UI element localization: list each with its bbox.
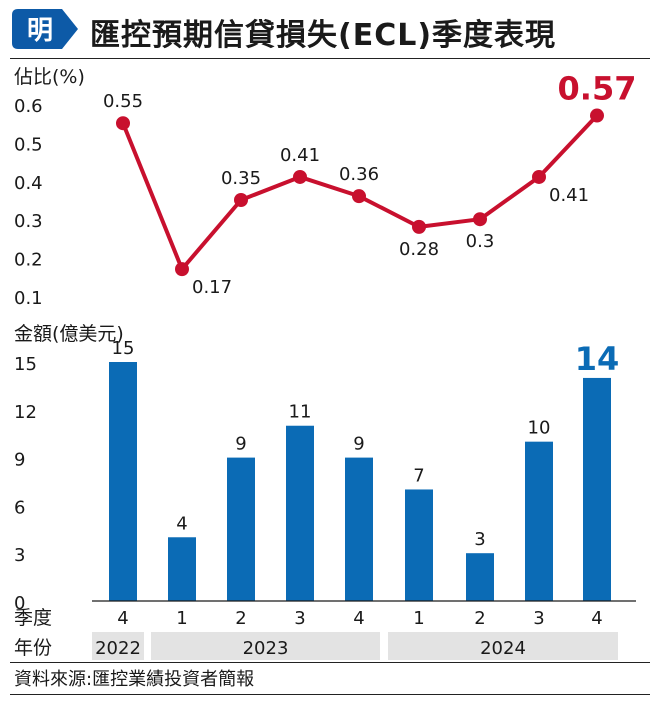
line-y-tick-label: 0.2 <box>14 250 43 271</box>
bar-y-tick-label: 0 <box>14 593 25 614</box>
ecl-amount-bar <box>168 537 196 601</box>
quarter-row-label: 季度 <box>14 607 52 629</box>
bar-y-tick-label: 15 <box>14 354 37 375</box>
ecl-ratio-label: 0.41 <box>549 185 589 206</box>
bar-y-tick-label: 6 <box>14 497 25 518</box>
logo-text: 明 <box>27 16 53 46</box>
ecl-amount-label: 7 <box>413 465 424 486</box>
ecl-amount-bar <box>466 553 494 601</box>
ecl-ratio-label: 0.3 <box>466 231 495 252</box>
bottom-rule <box>10 694 650 695</box>
year-label: 2022 <box>95 638 141 659</box>
ecl-amount-label-highlight: 14 <box>575 340 620 378</box>
page-title: 匯控預期信貸損失(ECL)季度表現 <box>90 18 557 53</box>
line-y-tick-label: 0.3 <box>14 211 43 232</box>
ecl-amount-label: 3 <box>474 529 485 550</box>
year-band <box>388 632 618 660</box>
header: 明 匯控預期信貸損失(ECL)季度表現 <box>0 0 660 60</box>
ecl-ratio-point <box>175 262 189 277</box>
line-y-tick-label: 0.6 <box>14 96 43 117</box>
quarter-label: 4 <box>117 608 128 629</box>
ecl-ratio-point <box>234 193 248 207</box>
quarter-label: 3 <box>294 608 305 629</box>
ecl-amount-bar <box>405 489 433 601</box>
ecl-amount-label: 4 <box>176 513 187 534</box>
bar-y-axis-title: 金額(億美元) <box>14 323 124 345</box>
year-row-label: 年份 <box>14 637 52 659</box>
ecl-amount-label: 15 <box>112 338 135 359</box>
line-y-axis-title: 佔比(%) <box>14 66 85 88</box>
ecl-ratio-label-highlight: 0.57 <box>558 70 637 108</box>
ecl-ratio-point <box>293 169 307 184</box>
ecl-amount-label: 11 <box>289 402 312 423</box>
quarter-label: 4 <box>353 608 364 629</box>
year-band <box>151 632 380 660</box>
year-label: 2023 <box>243 638 289 659</box>
ecl-amount-bar <box>227 457 255 601</box>
ecl-ratio-point <box>532 169 546 184</box>
ecl-ratio-point <box>116 116 130 131</box>
ecl-amount-label: 9 <box>353 434 364 455</box>
quarter-label: 2 <box>474 608 485 629</box>
line-y-tick-label: 0.1 <box>14 288 43 309</box>
bar-y-tick-label: 12 <box>14 402 37 423</box>
ecl-amount-bar <box>525 441 553 601</box>
quarter-label: 3 <box>533 608 544 629</box>
footer-rule <box>10 662 650 663</box>
source-note: 資料來源:匯控業績投資者簡報 <box>14 669 255 690</box>
bar-y-tick-label: 9 <box>14 450 25 471</box>
ecl-ratio-label: 0.17 <box>192 277 232 298</box>
ecl-ratio-label: 0.41 <box>280 145 320 166</box>
ecl-amount-bar <box>583 377 611 601</box>
line-y-tick-label: 0.4 <box>14 173 43 194</box>
year-band <box>92 632 144 660</box>
year-label: 2024 <box>480 638 526 659</box>
ecl-amount-bar <box>109 362 137 601</box>
ecl-ratio-point <box>590 108 604 123</box>
ecl-ratio-point <box>352 189 366 204</box>
ecl-amount-bar <box>286 425 314 601</box>
quarter-label: 1 <box>413 608 424 629</box>
ecl-ratio-label: 0.28 <box>399 239 439 260</box>
header-rule <box>10 58 650 59</box>
ecl-ratio-label: 0.36 <box>339 164 379 185</box>
bar-y-tick-label: 3 <box>14 545 25 566</box>
ecl-amount-bar <box>345 457 373 601</box>
line-y-tick-label: 0.5 <box>14 134 43 155</box>
ecl-amount-label: 10 <box>528 418 551 439</box>
ecl-ratio-point <box>412 219 426 234</box>
quarter-label: 1 <box>176 608 187 629</box>
ecl-ratio-point <box>473 212 487 227</box>
quarter-label: 2 <box>235 608 246 629</box>
quarter-label: 4 <box>591 608 602 629</box>
newspaper-logo: 明 <box>12 9 78 49</box>
ecl-ratio-label: 0.55 <box>103 91 143 112</box>
ecl-amount-label: 9 <box>235 434 246 455</box>
ecl-ratio-label: 0.35 <box>221 168 261 189</box>
